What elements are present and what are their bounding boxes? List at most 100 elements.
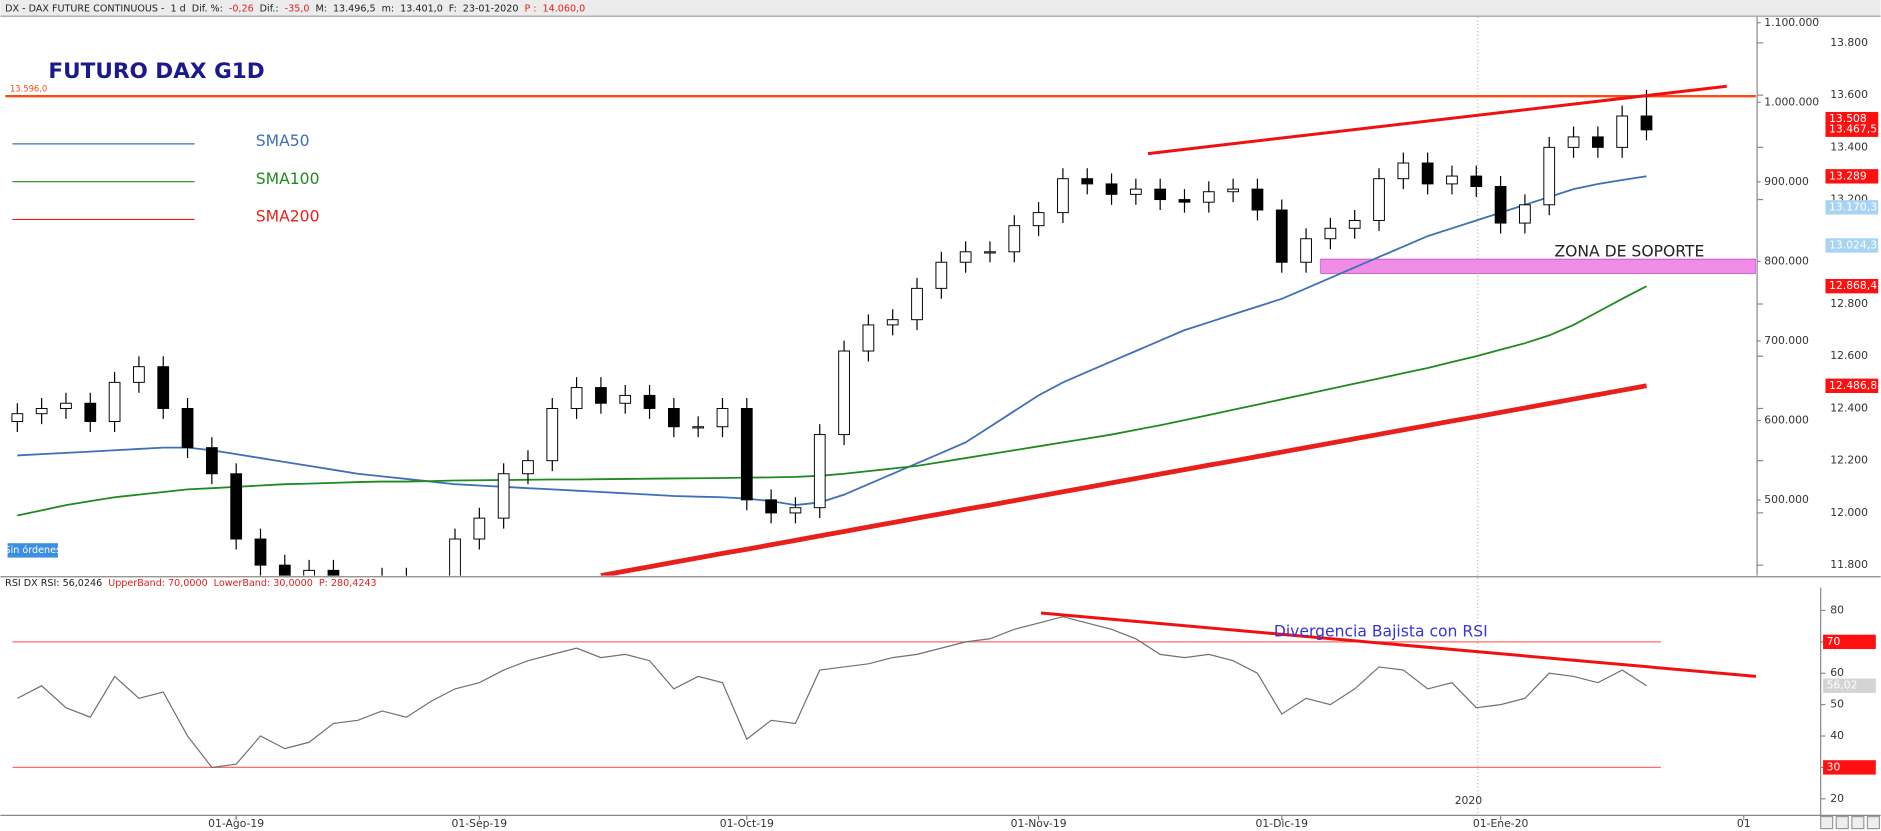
x-tick-label: 01 [1737,817,1751,830]
last-value-label: 13.170,3 [1829,200,1877,213]
candle-body [1202,191,1215,203]
candle-body [692,426,705,429]
header-item: M: [315,3,326,14]
year-label: 2020 [1455,794,1483,807]
header-item: 13.496,5 [333,3,376,14]
candle-body [254,538,267,566]
candle-body [1446,175,1458,185]
rsi-plot [12,611,1757,769]
header-item: 1 d [171,3,186,14]
candle-body [1154,188,1167,201]
candle-body [473,517,486,540]
candle-body [497,473,510,519]
header-text: RSI DX RSI: 56,0246 UpperBand: 70,0000 Low… [5,577,376,588]
header-item: P: 280,4243 [319,577,377,588]
header-item: -0,26 [229,3,254,14]
legend-label: SMA200 [256,208,320,226]
icon[interactable] [1866,816,1881,830]
candle-body [157,366,170,409]
candle-body [595,387,607,404]
candle-body [1470,175,1483,187]
candle-body [1227,188,1239,193]
y2-tick-label: 900.000 [1764,175,1809,188]
y2-tick-label: 1.000.000 [1764,95,1819,108]
header-item: Dif.: [260,3,279,14]
last-value-label: 30 [1827,760,1841,773]
y2-tick-label: 500.000 [1764,493,1809,506]
x-tick-label: 01-Oct-19 [720,817,774,830]
candle-body [278,564,291,576]
last-value-box [1825,238,1879,253]
header-item: UpperBand: 70,0000 [108,577,207,588]
window-icons [1820,816,1881,830]
candle-body [716,407,729,428]
y-tick-label: 60 [1830,666,1844,679]
candle-body [1591,136,1604,148]
header-item: 13.401,0 [400,3,443,14]
legend-label: SMA100 [256,170,320,188]
header-item: RSI DX RSI: 56,0246 [5,577,102,588]
last-value-box [1825,278,1879,294]
header-item: -35,0 [285,3,310,14]
candle-body [643,394,656,409]
icon[interactable] [1835,816,1849,830]
last-value-label: 13.467,5 [1829,123,1877,136]
candle-body [522,460,534,475]
icon[interactable] [1851,816,1865,830]
y-tick-label: 12.800 [1830,297,1868,310]
y-tick-label: 12.600 [1830,349,1868,362]
y-tick-label: 20 [1830,792,1844,805]
y-tick-label: 12.400 [1830,401,1868,414]
y-tick-label: 13.800 [1830,36,1868,49]
candle-body [230,473,243,540]
x-tick-label: 01-Dic-19 [1256,817,1309,830]
y-tick-label: 12.000 [1830,506,1868,519]
candle-body [1421,162,1434,185]
last-value-label: 13.289 [1829,169,1867,182]
last-value-box [1825,200,1879,215]
status-button[interactable] [7,543,58,558]
y-tick-label: 13.600 [1830,88,1868,101]
candle-body [570,387,583,409]
candle-body [1494,186,1507,224]
candle-body [1543,146,1556,206]
price-plot [5,84,1756,576]
candle-body [1178,199,1191,203]
icon[interactable] [1820,816,1834,830]
y-tick-label: 12.200 [1830,454,1868,467]
candle-body [1057,178,1069,214]
header-item: P : [524,3,536,14]
status-button-label: Sin órdenes [5,545,61,556]
candle-body [740,407,753,501]
trendline [1147,84,1727,156]
candle-body [838,350,850,436]
candle-body [1129,188,1142,195]
sma-line [600,383,1647,576]
candle-body [84,402,97,423]
last-value-box [1825,169,1879,184]
x-tick-label: 01-Nov-19 [1011,817,1067,830]
trendline [1040,611,1757,678]
candle-body [1640,115,1653,131]
header-bar [0,0,1881,16]
x-tick-label: 01-Sep-19 [452,817,508,830]
candle-body [133,366,145,383]
candle-body [984,251,996,254]
y-tick-label: 80 [1830,603,1844,616]
y2-tick-label: 800.000 [1764,254,1809,267]
header-item: m: [382,3,395,14]
candle-body [765,499,777,514]
candle-body [959,251,972,263]
support-zone [1320,258,1756,274]
candle-body [1032,212,1045,227]
header-item: LowerBand: 30,0000 [214,577,313,588]
candle-body [619,394,632,404]
candle-body [1397,162,1410,180]
y-tick-label: 11.800 [1830,558,1868,571]
legend-label: SMA50 [256,132,310,150]
last-value-label: 13.024,3 [1829,238,1877,251]
y2-tick-label: 600.000 [1764,413,1809,426]
